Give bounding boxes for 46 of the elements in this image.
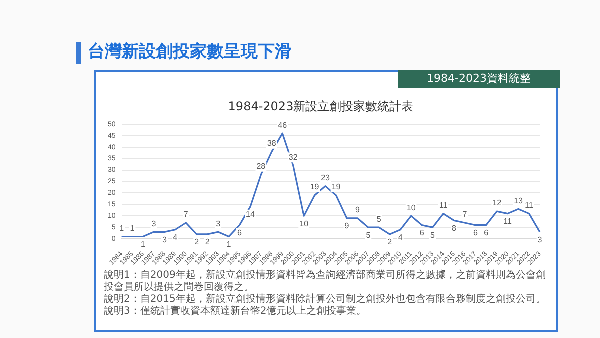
data-label: 32 (288, 152, 298, 162)
data-label: 5 (376, 214, 382, 224)
data-label: 9 (344, 222, 350, 231)
data-label: 1 (130, 224, 136, 233)
data-label: 19 (332, 182, 342, 192)
data-label: 6 (473, 228, 478, 238)
data-label: 3 (162, 235, 168, 244)
data-label: 19 (310, 182, 320, 192)
data-label: 28 (256, 162, 266, 172)
text: 說明2：自2015年起，新設立創投情形資料除計算公司制之創投外也包含有限合夥制度之創投公司。 (104, 294, 547, 306)
data-label: 1 (120, 224, 125, 233)
data-label: 6 (238, 228, 243, 238)
data-label: 9 (355, 206, 360, 215)
data-label: 14 (246, 210, 256, 220)
data-label: 13 (514, 196, 524, 206)
data-label: 2 (205, 238, 210, 247)
data-label: 11 (525, 201, 534, 210)
data-label: 6 (484, 228, 490, 238)
data-label: 2 (194, 238, 200, 247)
data-label: 11 (439, 201, 448, 210)
data-label: 10 (300, 219, 310, 228)
chart-subtitle: 1984-2023新設立創投家數統計表 (228, 99, 414, 114)
data-label: 6 (420, 228, 425, 238)
data-label: 3 (216, 219, 222, 228)
data-label: 3 (152, 219, 157, 228)
data-label: 46 (278, 120, 288, 130)
data-label: 3 (538, 235, 543, 244)
text: 說明1：自2009年起，新設立創投情形資料皆為查詢經濟部商業司所得之數據，之前資料則為公會創投會員所以提供之問卷回覆得之。 (104, 270, 547, 294)
data-label: 5 (366, 230, 372, 240)
data-label: 1 (141, 240, 146, 249)
data-label: 38 (267, 139, 277, 148)
data-label: 5 (430, 230, 436, 240)
text: 說明3：僅統計實收資本額達新台幣2億元以上之創投事業。 (104, 306, 368, 318)
data-label: 1 (226, 240, 232, 249)
data-label: 11 (504, 217, 513, 226)
data-label: 4 (173, 233, 178, 242)
chart-title: 台灣新設創投家數呈現下滑 (88, 41, 292, 63)
data-label: 10 (406, 203, 416, 212)
data-label: 12 (492, 198, 502, 208)
data-label: 2 (388, 238, 393, 247)
data-label: 4 (398, 233, 404, 242)
text: 1984-2023資料統整 (398, 70, 560, 88)
data-label: 23 (321, 174, 331, 183)
data-label: 7 (184, 210, 189, 220)
data-label: 8 (452, 224, 457, 233)
data-label: 7 (462, 210, 468, 220)
